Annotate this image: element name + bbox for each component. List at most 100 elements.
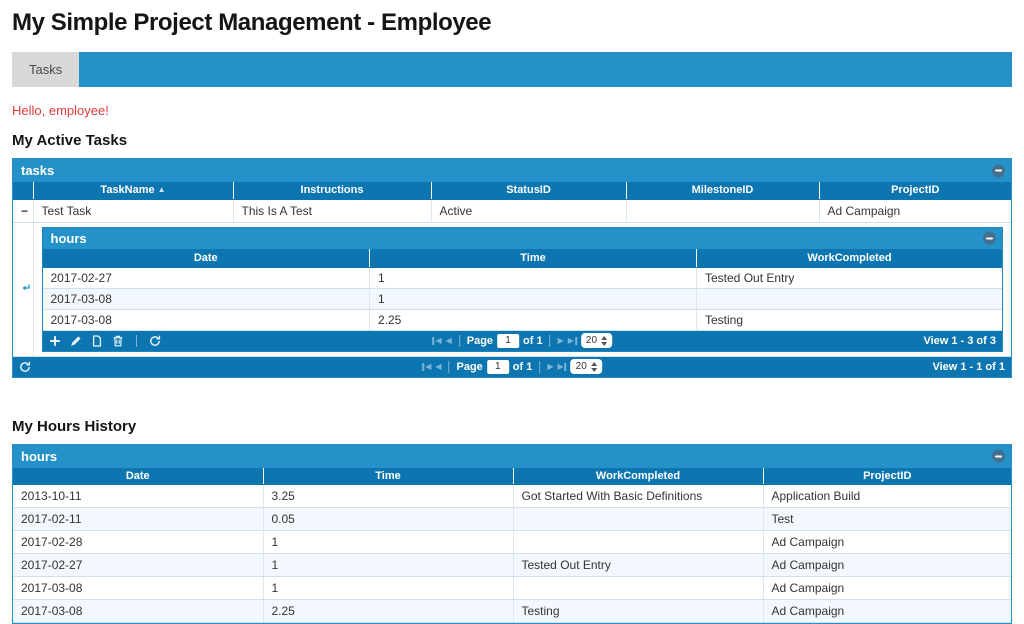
view-record-icon[interactable] xyxy=(91,335,103,347)
page-size-value: 20 xyxy=(586,334,597,348)
pager-separator xyxy=(459,335,460,347)
cell-projectid: Ad Campaign xyxy=(819,199,1011,222)
cell-workcompleted: Tested Out Entry xyxy=(513,554,763,577)
last-page-button[interactable]: ▶ xyxy=(568,337,577,345)
column-header-date[interactable]: Date xyxy=(13,468,263,485)
sort-asc-icon: ▲ xyxy=(158,185,166,194)
page-size-select[interactable]: 20 xyxy=(571,359,602,374)
cell-projectid: Ad Campaign xyxy=(763,600,1011,623)
subgrid-container: hours Date Time WorkCompleted xyxy=(33,222,1011,356)
column-header-projectid[interactable]: ProjectID xyxy=(763,468,1011,485)
toolbar-separator xyxy=(136,335,137,347)
cell-time: 1 xyxy=(263,577,513,600)
subgrid-arrow-icon xyxy=(13,222,33,356)
page-label: Page xyxy=(457,361,483,373)
collapse-grid-icon[interactable] xyxy=(992,164,1005,177)
page-count-label: of 1 xyxy=(523,334,543,348)
column-header-milestoneid[interactable]: MilestoneID xyxy=(626,182,819,199)
table-row[interactable]: 2017-02-27 1 Tested Out Entry Ad Campaig… xyxy=(13,554,1011,577)
collapse-grid-icon[interactable] xyxy=(992,450,1005,463)
cell-projectid: Ad Campaign xyxy=(763,577,1011,600)
prev-page-button[interactable]: ◀ xyxy=(446,337,452,345)
column-header-taskname[interactable]: TaskName▲ xyxy=(33,182,233,199)
page-size-select[interactable]: 20 xyxy=(581,333,612,348)
tab-tasks[interactable]: Tasks xyxy=(12,52,79,87)
tasks-grid-caption: tasks xyxy=(13,159,1011,182)
hours-subgrid-caption: hours xyxy=(43,228,1003,249)
cell-date: 2017-02-27 xyxy=(43,267,370,288)
cell-date: 2017-02-11 xyxy=(13,508,263,531)
last-page-button[interactable]: ▶ xyxy=(558,363,567,371)
history-header-row: Date Time WorkCompleted ProjectID xyxy=(13,468,1011,485)
active-tasks-heading: My Active Tasks xyxy=(12,132,1012,149)
column-header-statusid[interactable]: StatusID xyxy=(431,182,626,199)
page-label: Page xyxy=(467,334,493,348)
cell-date: 2017-03-08 xyxy=(13,600,263,623)
collapse-subgrid-icon[interactable]: − xyxy=(13,199,33,222)
tasks-pager-controls: ◀ ◀ Page of 1 ▶ ▶ 20 xyxy=(422,359,602,374)
cell-workcompleted xyxy=(513,531,763,554)
page-input[interactable] xyxy=(497,334,519,348)
column-header-projectid[interactable]: ProjectID xyxy=(819,182,1011,199)
next-page-button[interactable]: ▶ xyxy=(558,337,564,345)
cell-date: 2017-03-08 xyxy=(13,577,263,600)
subgrid-row: hours Date Time WorkCompleted xyxy=(13,222,1011,356)
cell-date: 2017-03-08 xyxy=(43,288,370,309)
first-page-button[interactable]: ◀ xyxy=(422,363,431,371)
prev-page-button[interactable]: ◀ xyxy=(435,363,441,371)
hours-history-grid: hours Date Time WorkCompleted ProjectID … xyxy=(12,444,1012,624)
cell-projectid: Ad Campaign xyxy=(763,531,1011,554)
add-record-icon[interactable] xyxy=(49,335,61,347)
next-page-button[interactable]: ▶ xyxy=(547,363,553,371)
table-row[interactable]: 2017-03-08 2.25 Testing xyxy=(43,309,1003,330)
cell-time: 1 xyxy=(263,531,513,554)
subgrid-toolbar xyxy=(49,335,161,347)
column-header-workcompleted[interactable]: WorkCompleted xyxy=(697,249,1003,268)
cell-date: 2017-03-08 xyxy=(43,309,370,330)
hours-history-caption: hours xyxy=(13,445,1011,468)
hours-subgrid-caption-label: hours xyxy=(51,231,87,246)
cell-time: 1 xyxy=(370,267,697,288)
table-row[interactable]: 2017-03-08 1 xyxy=(43,288,1003,309)
select-spinner-icon xyxy=(601,336,607,346)
cell-time: 2.25 xyxy=(370,309,697,330)
first-page-button[interactable]: ◀ xyxy=(432,337,441,345)
cell-time: 3.25 xyxy=(263,485,513,508)
column-header-date[interactable]: Date xyxy=(43,249,370,268)
table-row[interactable]: 2017-03-08 2.25 Testing Ad Campaign xyxy=(13,600,1011,623)
page-title: My Simple Project Management - Employee xyxy=(12,8,1012,38)
column-header-time[interactable]: Time xyxy=(263,468,513,485)
tasks-grid: tasks TaskName▲ Instructions StatusID Mi… xyxy=(12,158,1012,378)
cell-date: 2017-02-28 xyxy=(13,531,263,554)
delete-record-icon[interactable] xyxy=(112,335,124,347)
table-row[interactable]: 2017-03-08 1 Ad Campaign xyxy=(13,577,1011,600)
column-header-instructions[interactable]: Instructions xyxy=(233,182,431,199)
table-row[interactable]: 2017-02-28 1 Ad Campaign xyxy=(13,531,1011,554)
hours-subgrid-table: Date Time WorkCompleted 2017-02-27 1 xyxy=(43,249,1003,331)
cell-workcompleted: Tested Out Entry xyxy=(697,267,1003,288)
column-header-workcompleted[interactable]: WorkCompleted xyxy=(513,468,763,485)
cell-milestoneid xyxy=(626,199,819,222)
table-row[interactable]: 2013-10-11 3.25 Got Started With Basic D… xyxy=(13,485,1011,508)
view-status: View 1 - 3 of 3 xyxy=(923,334,996,348)
refresh-icon[interactable] xyxy=(149,335,161,347)
page-count-label: of 1 xyxy=(513,361,533,373)
cell-time: 2.25 xyxy=(263,600,513,623)
page-input[interactable] xyxy=(487,360,509,374)
cell-workcompleted: Got Started With Basic Definitions xyxy=(513,485,763,508)
cell-workcompleted xyxy=(697,288,1003,309)
expand-column-header xyxy=(13,182,33,199)
edit-record-icon[interactable] xyxy=(70,335,82,347)
collapse-subgrid-caption-icon[interactable] xyxy=(983,232,996,245)
cell-projectid: Application Build xyxy=(763,485,1011,508)
hours-subgrid: hours Date Time WorkCompleted xyxy=(42,227,1004,352)
table-row[interactable]: 2017-02-27 1 Tested Out Entry xyxy=(43,267,1003,288)
tasks-pager: ◀ ◀ Page of 1 ▶ ▶ 20 View 1 - 1 of 1 xyxy=(13,357,1011,377)
column-header-time[interactable]: Time xyxy=(370,249,697,268)
cell-time: 1 xyxy=(370,288,697,309)
refresh-icon[interactable] xyxy=(19,361,31,373)
subgrid-header-row: Date Time WorkCompleted xyxy=(43,249,1003,268)
table-row[interactable]: 2017-02-11 0.05 Test xyxy=(13,508,1011,531)
table-row[interactable]: − Test Task This Is A Test Active Ad Cam… xyxy=(13,199,1011,222)
tasks-table: TaskName▲ Instructions StatusID Mileston… xyxy=(13,182,1011,357)
